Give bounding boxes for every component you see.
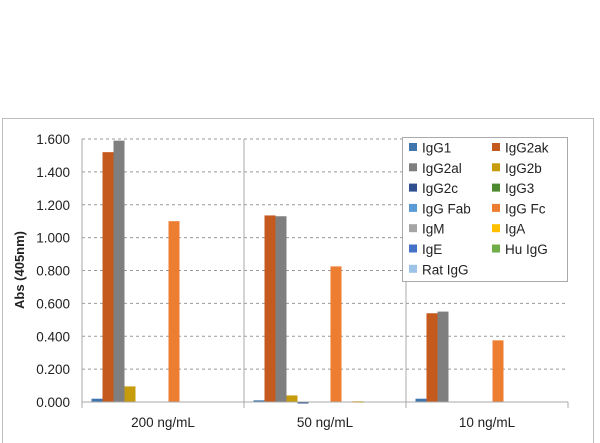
legend-label: Hu IgG [505, 242, 548, 257]
y-tick-label: 1.200 [36, 198, 70, 213]
bar-igg2al [275, 216, 287, 402]
bar-igg-fc [330, 266, 342, 402]
legend-swatch [409, 143, 417, 151]
y-tick-label: 0.000 [36, 395, 70, 410]
legend-swatch [409, 224, 417, 233]
legend-box [402, 137, 568, 282]
bar-igg2b [286, 395, 298, 402]
y-tick-label: 1.600 [36, 132, 70, 147]
y-tick-label: 0.400 [36, 329, 70, 344]
bar-igg2al [437, 311, 449, 402]
bar-igg2c [297, 402, 309, 404]
bar-igg1 [91, 398, 103, 402]
y-axis-label: Abs (405nm) [12, 231, 27, 309]
legend-label: IgM [422, 222, 445, 237]
legend-label: IgG Fab [422, 201, 471, 216]
legend: IgG1 IgG2ak IgG2al IgG2b IgG2c IgG3 IgG Fab IgG… [402, 137, 568, 282]
y-tick-label: 0.200 [36, 362, 70, 377]
legend-swatch [492, 244, 500, 253]
legend-swatch [492, 183, 500, 192]
legend-label: IgG2al [422, 161, 462, 176]
legend-swatch [409, 163, 417, 172]
legend-label: IgG2c [422, 181, 458, 196]
legend-label: IgG3 [505, 181, 534, 196]
bar-igg2al [113, 140, 125, 403]
legend-swatch [409, 183, 417, 192]
legend-swatch [492, 143, 500, 151]
y-tick-label: 0.600 [36, 296, 70, 311]
legend-swatch [492, 224, 500, 233]
legend-swatch [409, 203, 417, 212]
legend-label: IgA [505, 222, 525, 237]
y-tick-label: 0.800 [36, 264, 70, 279]
bar-igg-fc [168, 221, 180, 402]
x-tick-label: 10 ng/mL [459, 415, 516, 430]
y-tick-label: 1.000 [36, 231, 70, 246]
legend-label: IgG2ak [505, 141, 549, 156]
legend-label: IgE [422, 242, 442, 257]
x-tick-label: 50 ng/mL [297, 415, 354, 430]
bar-igg2b [124, 386, 136, 402]
bar-igg-fc [492, 340, 504, 402]
legend-label: IgG2b [505, 161, 542, 176]
bar-igg1 [253, 400, 265, 402]
bar-igg2ak [102, 152, 114, 402]
legend-swatch [409, 244, 417, 253]
legend-swatch [492, 203, 500, 212]
legend-label: Rat IgG [422, 262, 469, 277]
bar-igg2ak [264, 215, 276, 402]
bar-igg1 [415, 398, 427, 402]
bar-igg2ak [426, 313, 438, 402]
legend-label: IgG Fc [505, 201, 546, 216]
legend-swatch [492, 163, 500, 172]
x-tick-label: 200 ng/mL [131, 415, 195, 430]
y-tick-label: 1.400 [36, 165, 70, 180]
legend-swatch [409, 264, 417, 273]
legend-label: IgG1 [422, 141, 451, 156]
